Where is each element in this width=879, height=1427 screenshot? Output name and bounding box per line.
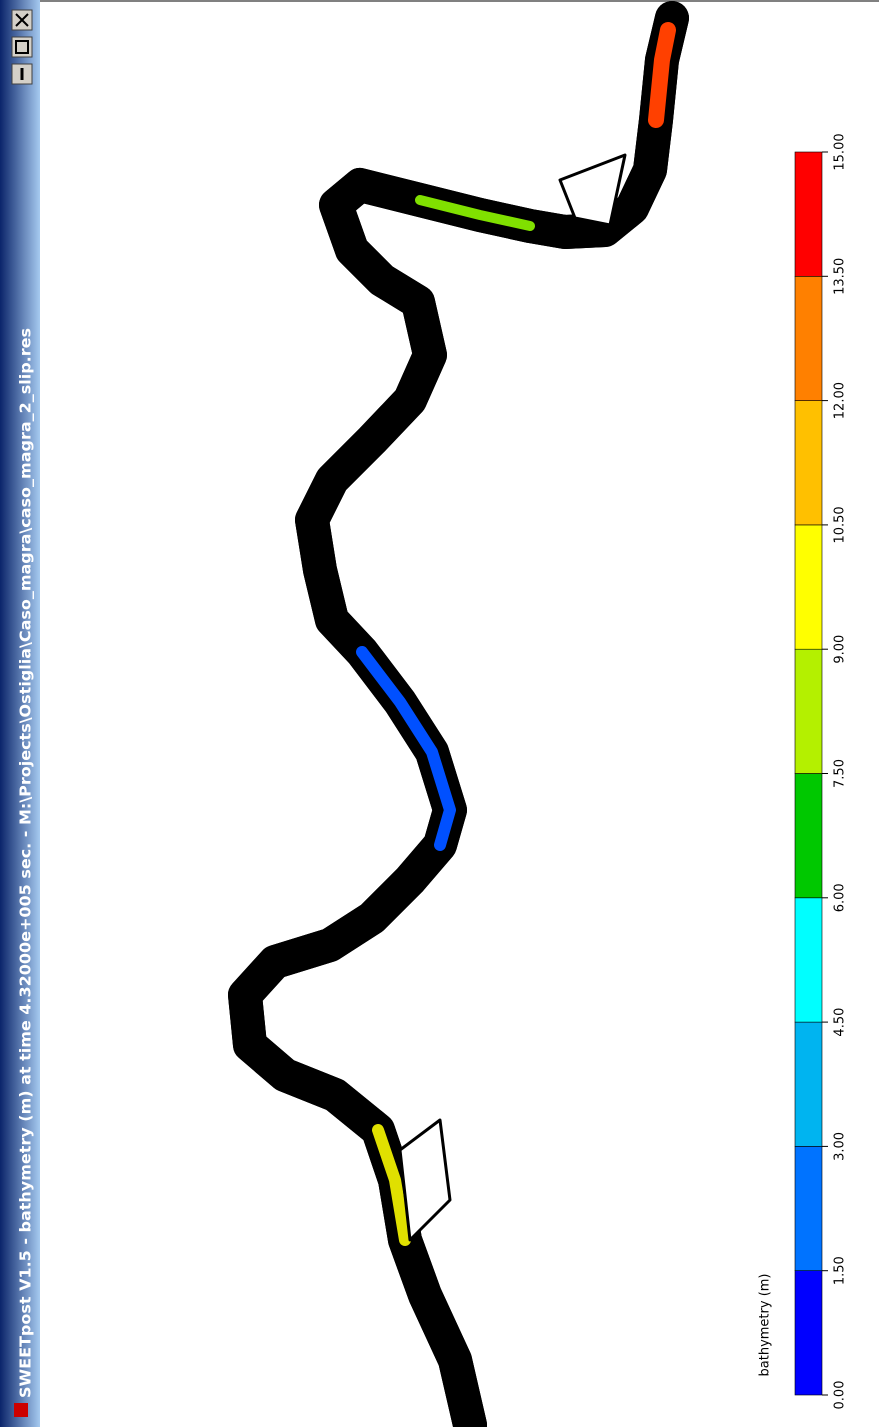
colorbar-segment bbox=[795, 1271, 822, 1395]
colorbar-segment bbox=[795, 649, 822, 773]
app-icon bbox=[14, 1403, 28, 1417]
colorbar-segment bbox=[795, 152, 822, 276]
colorbar-segment bbox=[795, 401, 822, 525]
colorbar-segment bbox=[795, 1146, 822, 1270]
window: SWEETpost V1.5 - bathymetry (m) at time … bbox=[0, 0, 879, 1427]
tick-label: 3.00 bbox=[833, 1132, 848, 1161]
tick-label: 7.50 bbox=[833, 759, 848, 788]
colorbar-segment bbox=[795, 276, 822, 400]
tick-label: 15.00 bbox=[833, 133, 848, 170]
window-controls bbox=[12, 10, 32, 84]
tick-label: 10.50 bbox=[833, 506, 848, 543]
colorbar-segment bbox=[795, 1022, 822, 1146]
tick-label: 12.00 bbox=[833, 382, 848, 419]
tick-label: 6.00 bbox=[833, 883, 848, 912]
colorbar-segment bbox=[795, 525, 822, 649]
tick-label: 13.50 bbox=[833, 258, 848, 295]
legend-title: bathymetry (m) bbox=[758, 1274, 773, 1377]
colorbar-segment bbox=[795, 898, 822, 1022]
tick-label: 9.00 bbox=[833, 635, 848, 664]
page: SWEETpost V1.5 - bathymetry (m) at time … bbox=[0, 0, 879, 1427]
tick-label: 0.00 bbox=[833, 1381, 848, 1410]
tick-label: 1.50 bbox=[833, 1256, 848, 1285]
colorbar-segment bbox=[795, 774, 822, 898]
window-title: SWEETpost V1.5 - bathymetry (m) at time … bbox=[17, 328, 35, 1398]
tick-label: 4.50 bbox=[833, 1008, 848, 1037]
